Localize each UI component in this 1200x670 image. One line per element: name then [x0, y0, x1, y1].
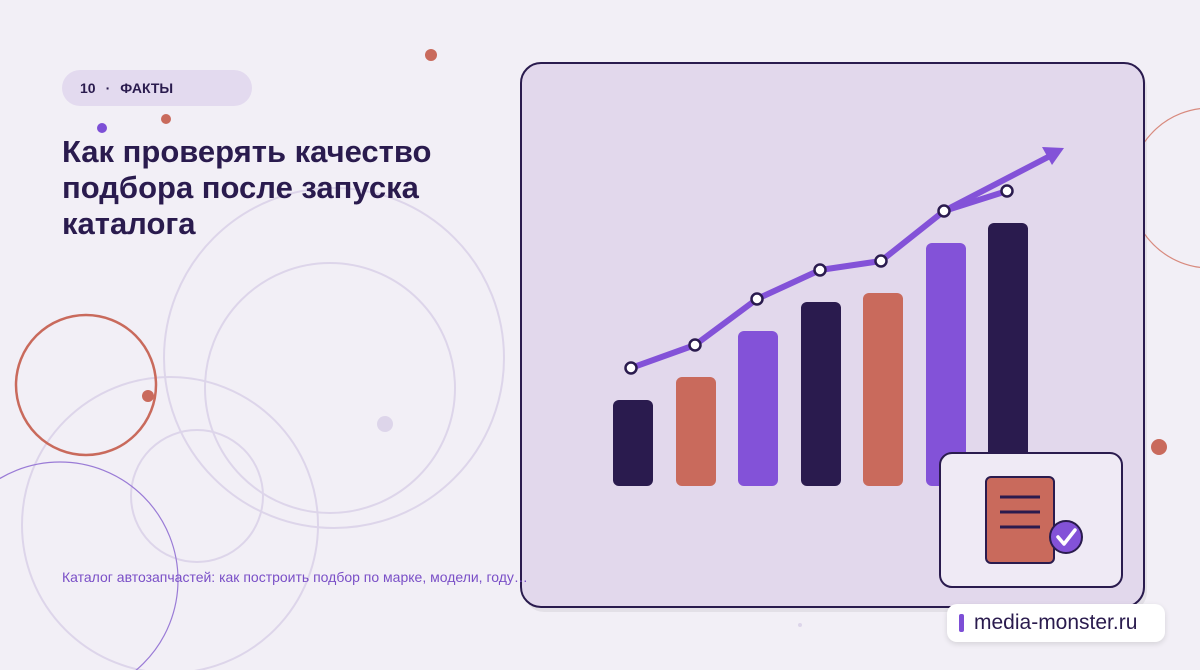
- badge-separator: ·: [105, 80, 111, 96]
- badge-number: 10: [80, 80, 96, 96]
- subtitle: Каталог автозапчастей: как построить под…: [62, 569, 528, 585]
- badge-label: ФАКТЫ: [120, 80, 174, 96]
- badge: 10 · ФАКТЫ: [62, 70, 252, 106]
- site-badge: media-monster.ru: [947, 604, 1165, 642]
- site-name: media-monster.ru: [974, 611, 1138, 634]
- title: Как проверять качество подбора после зап…: [62, 134, 432, 241]
- site-marker: [959, 614, 964, 632]
